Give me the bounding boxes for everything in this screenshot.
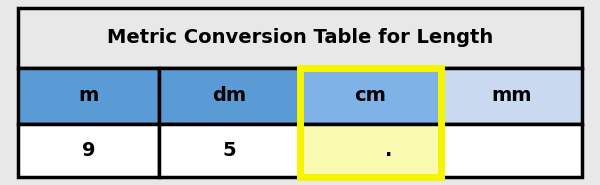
Bar <box>300 68 441 177</box>
Text: cm: cm <box>355 86 386 105</box>
Text: 5: 5 <box>223 141 236 160</box>
Bar <box>159 68 300 124</box>
Bar <box>18 8 582 68</box>
Text: Metric Conversion Table for Length: Metric Conversion Table for Length <box>107 28 493 48</box>
Bar <box>300 68 441 124</box>
Text: 9: 9 <box>82 141 95 160</box>
Bar <box>18 124 159 177</box>
Text: mm: mm <box>491 86 532 105</box>
Text: m: m <box>79 86 98 105</box>
Text: .: . <box>385 141 392 160</box>
Bar <box>441 124 582 177</box>
Bar <box>300 124 441 177</box>
Bar <box>159 124 300 177</box>
Bar <box>18 68 159 124</box>
Text: dm: dm <box>212 86 247 105</box>
Bar <box>441 68 582 124</box>
